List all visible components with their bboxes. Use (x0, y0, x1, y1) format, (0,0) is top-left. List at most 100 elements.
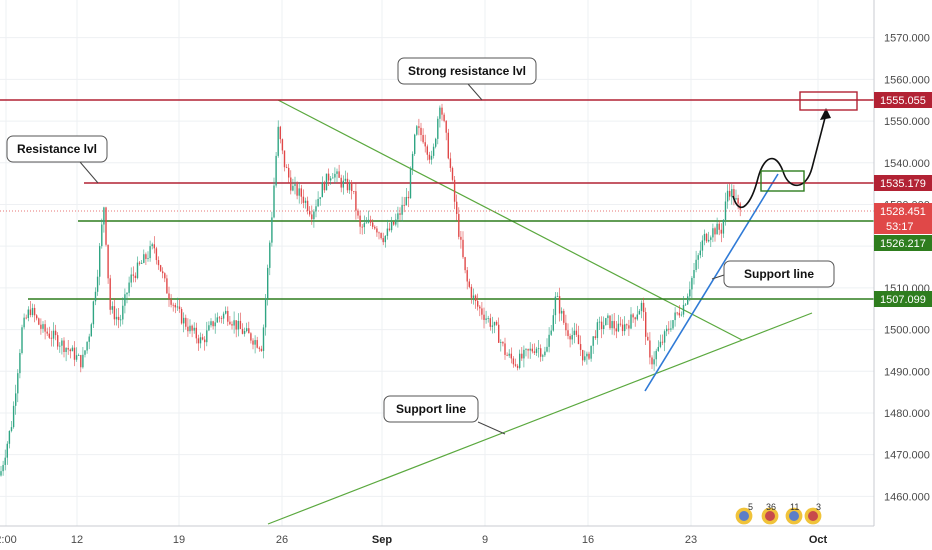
candle-body (605, 318, 607, 326)
candle-body (695, 259, 697, 271)
candle-body (126, 292, 128, 295)
candle-body (691, 278, 693, 290)
candle-body (338, 171, 340, 178)
candle-body (348, 182, 351, 191)
price-tag-support-lower: 1507.099 (874, 291, 932, 307)
event-badges[interactable]: 5 36 11 3 (734, 502, 823, 526)
candle-body (689, 289, 691, 297)
candle-body (141, 262, 143, 264)
candle-body (101, 224, 103, 247)
candle-body (372, 222, 374, 227)
callout-support-green: Support line (383, 395, 506, 435)
event-badge[interactable]: 5 (734, 502, 754, 526)
candle-body (187, 326, 189, 332)
y-tick-label: 1540.000 (884, 158, 930, 170)
svg-text:1528.451: 1528.451 (880, 206, 926, 218)
candle-body (67, 347, 69, 350)
price-tag-support-upper: 1526.217 (874, 235, 932, 251)
candle-body (269, 242, 271, 268)
candle-body (684, 304, 687, 306)
candle-body (4, 457, 6, 465)
candle-body (577, 334, 580, 345)
candle-body (508, 353, 510, 356)
candle-body (729, 190, 731, 197)
candle-body (565, 322, 567, 331)
candle-body (374, 226, 376, 229)
candle-body (10, 427, 13, 431)
candle-body (361, 226, 363, 228)
candle-body (80, 355, 82, 368)
candle-body (443, 114, 445, 121)
candle-body (462, 239, 464, 258)
candle-body (103, 207, 105, 225)
candle-body (237, 320, 239, 330)
candle-body (483, 314, 485, 320)
candle-body (737, 198, 739, 204)
candle-body (174, 304, 176, 308)
event-badge[interactable]: 11 (784, 502, 804, 526)
x-axis[interactable]: 2:00 12 19 26 Sep 9 16 23 Oct (0, 534, 828, 546)
x-tick-label: Oct (809, 534, 828, 546)
candle-body (243, 331, 246, 334)
candle-body (75, 355, 78, 360)
svg-text:5: 5 (748, 502, 753, 512)
price-tag-resistance: 1535.179 (874, 175, 932, 191)
candle-body (670, 328, 672, 330)
candle-body (647, 336, 649, 341)
candle-body (170, 299, 172, 305)
x-tick-label: Sep (372, 534, 392, 546)
candle-body (317, 198, 319, 207)
x-tick-label: 26 (276, 534, 288, 546)
candle-body (164, 273, 166, 279)
candle-body (206, 330, 208, 343)
x-tick-label: 23 (685, 534, 697, 546)
candle-body (621, 324, 624, 332)
candle-body (296, 184, 298, 196)
candle-body (367, 219, 370, 223)
candle-body (598, 321, 601, 323)
candle-body (357, 210, 359, 216)
event-badge[interactable]: 36 (760, 502, 780, 526)
candle-body (162, 271, 164, 274)
candle-body (61, 340, 63, 346)
candle-body (571, 335, 573, 340)
candle-body (46, 331, 48, 334)
candle-body (502, 341, 504, 344)
candle-body (422, 135, 424, 143)
candle-body (117, 316, 120, 321)
candle-body (579, 344, 582, 350)
candle-body (407, 196, 410, 199)
candle-body (86, 341, 88, 351)
y-tick-label: 1550.000 (884, 116, 930, 128)
candle-body (561, 310, 563, 314)
candle-body (92, 301, 95, 325)
candle-body (584, 356, 586, 361)
candle-body (149, 246, 151, 259)
steep-support-trendline (644, 173, 779, 392)
candle-body (105, 207, 107, 245)
candle-body (554, 296, 557, 316)
event-badge[interactable]: 3 (803, 502, 823, 526)
candle-body (516, 365, 519, 368)
candle-body (176, 306, 179, 308)
x-tick-label: 16 (582, 534, 594, 546)
y-tick-label: 1470.000 (884, 450, 930, 462)
candle-body (401, 205, 403, 215)
candle-body (57, 335, 59, 347)
candle-body (298, 188, 300, 196)
candle-body (334, 173, 336, 178)
candle-body (107, 244, 109, 279)
candle-body (451, 167, 454, 180)
candle-body (273, 185, 275, 218)
candle-body (191, 325, 193, 331)
candle-body (111, 306, 113, 310)
candle-body (157, 260, 160, 266)
candle-body (661, 341, 664, 343)
candle-body (252, 340, 254, 345)
candle-body (414, 134, 416, 154)
candle-body (498, 324, 500, 343)
candle-body (71, 347, 74, 352)
candle-body (609, 315, 611, 329)
candle-body (159, 265, 162, 272)
